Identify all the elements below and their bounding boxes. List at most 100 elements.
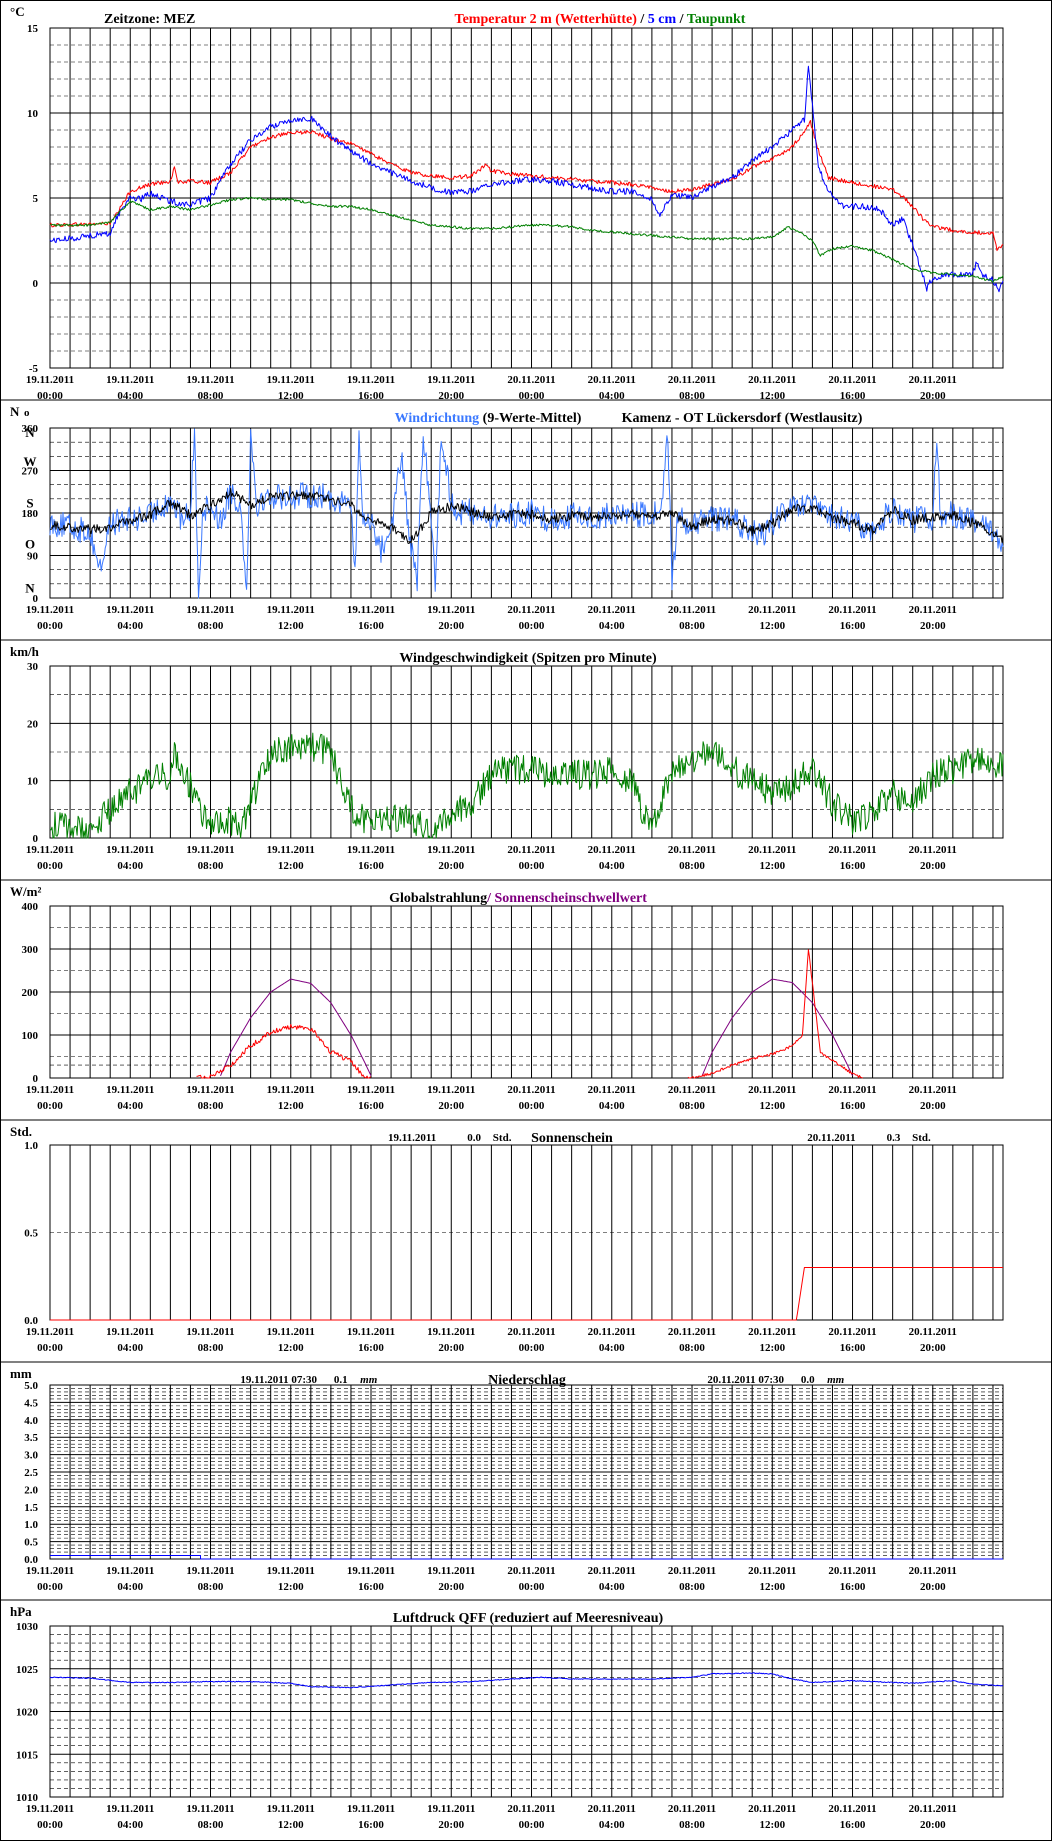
x-tick-date: 19.11.2011: [26, 604, 74, 616]
x-tick-date: 19.11.2011: [186, 1084, 234, 1096]
x-tick-date: 20.11.2011: [588, 844, 636, 856]
x-tick-date: 20.11.2011: [668, 1565, 716, 1577]
x-tick-time: 20:00: [920, 1342, 946, 1354]
x-tick-date: 19.11.2011: [186, 1803, 234, 1815]
x-tick-time: 00:00: [519, 1100, 545, 1112]
plot-frame: [49, 427, 1004, 599]
x-tick-time: 20:00: [920, 1581, 946, 1593]
annotation-unit: mm: [827, 1374, 845, 1386]
x-tick-time: 16:00: [840, 620, 866, 632]
x-tick-date: 20.11.2011: [588, 1803, 636, 1815]
x-tick-date: 19.11.2011: [347, 604, 395, 616]
plot-frame: [49, 27, 1004, 369]
x-tick-time: 04:00: [117, 1100, 143, 1112]
series-line-green: [49, 196, 1004, 283]
annotation-date: 19.11.2011: [388, 1132, 436, 1144]
x-tick-date: 19.11.2011: [427, 844, 475, 856]
x-tick-date: 19.11.2011: [267, 604, 315, 616]
x-tick-time: 00:00: [519, 1819, 545, 1831]
x-tick-date: 19.11.2011: [427, 1326, 475, 1338]
y-tick-label: 10: [27, 776, 39, 788]
chart-title-part: Taupunkt: [687, 12, 746, 27]
x-tick-date: 19.11.2011: [267, 1084, 315, 1096]
x-tick-date: 19.11.2011: [186, 374, 234, 386]
y-tick-label: 3.5: [24, 1432, 38, 1444]
chart-title-part: Globalstrahlung: [389, 891, 487, 906]
y-tick-label: -5: [29, 363, 39, 375]
series-line-black: [49, 487, 1004, 544]
x-tick-date: 20.11.2011: [828, 1803, 876, 1815]
x-tick-time: 20:00: [438, 390, 464, 402]
chart-title: Windgeschwindigkeit (Spitzen pro Minute): [399, 651, 657, 666]
x-tick-time: 04:00: [599, 620, 625, 632]
x-tick-date: 20.11.2011: [588, 1326, 636, 1338]
x-tick-date: 19.11.2011: [186, 844, 234, 856]
x-tick-date: 20.11.2011: [507, 844, 555, 856]
series-line-blue: [49, 65, 1004, 293]
plot-frame: [49, 905, 1004, 1079]
x-tick-date: 19.11.2011: [347, 374, 395, 386]
x-tick-date: 20.11.2011: [909, 1565, 957, 1577]
y-tick-label: 2.0: [24, 1484, 38, 1496]
series-line-red: [687, 949, 863, 1079]
x-tick-time: 20:00: [438, 1342, 464, 1354]
unit-label: hPa: [10, 1604, 32, 1619]
annotation-value: 0.3: [887, 1132, 901, 1144]
degree-sign: o: [24, 407, 30, 419]
y-tick-label: 90: [27, 551, 39, 563]
x-tick-time: 12:00: [278, 1342, 304, 1354]
x-tick-date: 19.11.2011: [26, 1565, 74, 1577]
x-tick-date: 19.11.2011: [186, 604, 234, 616]
y-tick-label: 15: [27, 23, 39, 35]
annotation-date: 19.11.2011 07:30: [240, 1374, 317, 1386]
x-tick-time: 00:00: [37, 860, 63, 872]
x-tick-date: 19.11.2011: [267, 374, 315, 386]
x-tick-date: 19.11.2011: [347, 1803, 395, 1815]
x-tick-time: 16:00: [840, 1819, 866, 1831]
x-tick-date: 20.11.2011: [748, 1565, 796, 1577]
annotation-value: 0.1: [334, 1374, 348, 1386]
y-tick-label: 0.5: [24, 1228, 38, 1240]
x-tick-time: 12:00: [759, 1342, 785, 1354]
y-tick-label: 1.0: [24, 1140, 38, 1152]
station-label: Kamenz - OT Lückersdorf (Westlausitz): [622, 411, 863, 426]
series-line-purple: [701, 978, 853, 1077]
x-tick-date: 19.11.2011: [106, 844, 154, 856]
x-tick-time: 04:00: [599, 1342, 625, 1354]
series-line-purple: [220, 978, 372, 1077]
x-tick-time: 08:00: [198, 1100, 224, 1112]
x-tick-date: 19.11.2011: [26, 374, 74, 386]
y-tick-label: 2.5: [24, 1467, 38, 1479]
chart-panel-precipitation: 5.0 4.5 4.0 3.5 3.0 2.5 2.0 1.5 1.0 0.5 0.0 mm Niede…: [0, 1361, 1052, 1593]
x-tick-date: 19.11.2011: [106, 1565, 154, 1577]
x-tick-date: 19.11.2011: [186, 1326, 234, 1338]
y-tick-label: 1.5: [24, 1502, 38, 1514]
series-line-red: [196, 1024, 372, 1079]
x-tick-date: 19.11.2011: [26, 1084, 74, 1096]
x-tick-time: 12:00: [759, 1581, 785, 1593]
y-tick-label: 0: [33, 593, 39, 605]
compass-label: O: [25, 537, 35, 552]
y-tick-label: 180: [22, 508, 39, 520]
x-tick-date: 19.11.2011: [26, 1326, 74, 1338]
chart-panel-pressure: 1030 1025 1020 1015 1010 hPa Luftdruck QFF (re…: [0, 1599, 1052, 1831]
x-tick-date: 20.11.2011: [507, 374, 555, 386]
chart-title: Sonnenschein: [531, 1131, 613, 1146]
x-tick-time: 16:00: [358, 860, 384, 872]
chart-title-part: / Sonnenscheinschwellwert: [486, 891, 647, 906]
x-tick-time: 16:00: [840, 390, 866, 402]
x-tick-time: 00:00: [519, 860, 545, 872]
x-tick-date: 19.11.2011: [26, 1803, 74, 1815]
chart-title-part: /: [637, 12, 648, 27]
x-tick-time: 12:00: [278, 1100, 304, 1112]
x-tick-time: 20:00: [438, 620, 464, 632]
x-tick-time: 00:00: [519, 1342, 545, 1354]
x-tick-time: 20:00: [438, 1100, 464, 1112]
x-tick-date: 20.11.2011: [668, 1326, 716, 1338]
x-tick-time: 08:00: [679, 390, 705, 402]
annotation-unit: Std.: [912, 1132, 931, 1144]
unit-label: N: [10, 404, 20, 419]
x-tick-time: 04:00: [599, 860, 625, 872]
